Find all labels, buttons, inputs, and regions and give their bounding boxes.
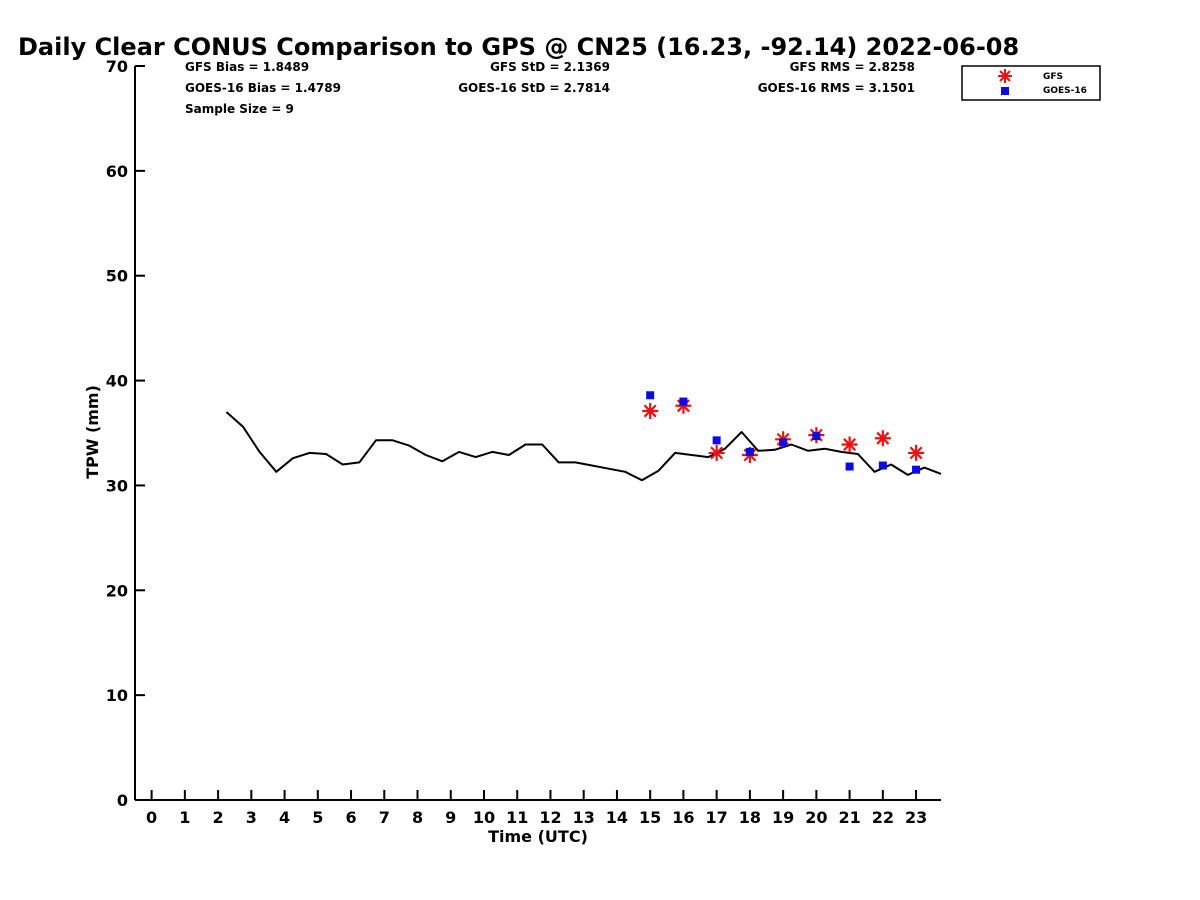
goes-16-point bbox=[646, 391, 655, 400]
gfs-point bbox=[675, 397, 692, 414]
x-tick-label: 9 bbox=[445, 808, 456, 827]
goes-16-point bbox=[812, 432, 821, 441]
y-tick-label: 30 bbox=[106, 476, 128, 495]
stats-block: GFS Bias = 1.8489 GOES-16 Bias = 1.4789 … bbox=[185, 60, 915, 116]
stat-gfs-bias: GFS Bias = 1.8489 bbox=[185, 60, 309, 74]
x-tick-label: 12 bbox=[539, 808, 561, 827]
x-tick-label: 10 bbox=[473, 808, 495, 827]
y-tick-label: 70 bbox=[106, 57, 128, 76]
gfs-point bbox=[874, 430, 891, 447]
y-tick-label: 10 bbox=[106, 686, 128, 705]
y-axis-label: TPW (mm) bbox=[83, 385, 102, 479]
stat-goes-bias: GOES-16 Bias = 1.4789 bbox=[185, 81, 341, 95]
goes-16-point bbox=[845, 462, 854, 471]
goes-16-point bbox=[712, 436, 721, 445]
x-tick-label: 14 bbox=[606, 808, 628, 827]
gfs-point bbox=[841, 436, 858, 453]
x-tick-label: 2 bbox=[213, 808, 224, 827]
y-tick-label: 50 bbox=[106, 267, 128, 286]
x-tick-label: 4 bbox=[279, 808, 290, 827]
x-tick-label: 0 bbox=[146, 808, 157, 827]
legend-goes-label: GOES-16 bbox=[1043, 86, 1087, 96]
gfs-point bbox=[642, 402, 659, 419]
y-tick-label: 40 bbox=[106, 372, 128, 391]
chart-title: Daily Clear CONUS Comparison to GPS @ CN… bbox=[18, 33, 1019, 61]
x-tick-label: 19 bbox=[772, 808, 794, 827]
legend-goes-marker-icon bbox=[1001, 87, 1009, 95]
goes-16-point bbox=[878, 461, 887, 470]
x-tick-label: 5 bbox=[312, 808, 323, 827]
stat-goes-rms: GOES-16 RMS = 3.1501 bbox=[758, 81, 915, 95]
x-tick-label: 13 bbox=[573, 808, 595, 827]
legend-gfs-marker-icon bbox=[998, 69, 1012, 83]
x-tick-label: 11 bbox=[506, 808, 528, 827]
goes-16-point bbox=[912, 465, 921, 474]
y-tick-label: 0 bbox=[117, 791, 128, 810]
x-tick-label: 20 bbox=[805, 808, 827, 827]
x-tick-label: 1 bbox=[179, 808, 190, 827]
y-tick-label: 60 bbox=[106, 162, 128, 181]
x-tick-label: 22 bbox=[872, 808, 894, 827]
goes-16-point bbox=[779, 438, 788, 447]
goes-16-point bbox=[745, 447, 754, 456]
x-tick-label: 3 bbox=[246, 808, 257, 827]
legend: GFS GOES-16 bbox=[961, 65, 1101, 101]
x-tick-label: 16 bbox=[672, 808, 694, 827]
x-tick-label: 18 bbox=[739, 808, 761, 827]
x-tick-label: 23 bbox=[905, 808, 927, 827]
goes-16-point bbox=[679, 397, 688, 406]
legend-box bbox=[961, 65, 1101, 101]
gfs-point bbox=[708, 444, 725, 461]
stat-goes-std: GOES-16 StD = 2.7814 bbox=[458, 81, 610, 95]
x-tick-label: 6 bbox=[345, 808, 356, 827]
stat-gfs-std: GFS StD = 2.1369 bbox=[490, 60, 610, 74]
y-tick-label: 20 bbox=[106, 581, 128, 600]
x-tick-label: 15 bbox=[639, 808, 661, 827]
x-tick-label: 17 bbox=[706, 808, 728, 827]
x-tick-label: 8 bbox=[412, 808, 423, 827]
stat-sample-size: Sample Size = 9 bbox=[185, 102, 294, 116]
legend-gfs-label: GFS bbox=[1043, 72, 1063, 82]
x-tick-label: 21 bbox=[838, 808, 860, 827]
x-tick-label: 7 bbox=[379, 808, 390, 827]
gfs-point bbox=[908, 444, 925, 461]
x-axis-label: Time (UTC) bbox=[488, 827, 588, 846]
stat-gfs-rms: GFS RMS = 2.8258 bbox=[790, 60, 915, 74]
gps-tpw-line bbox=[225, 411, 942, 482]
